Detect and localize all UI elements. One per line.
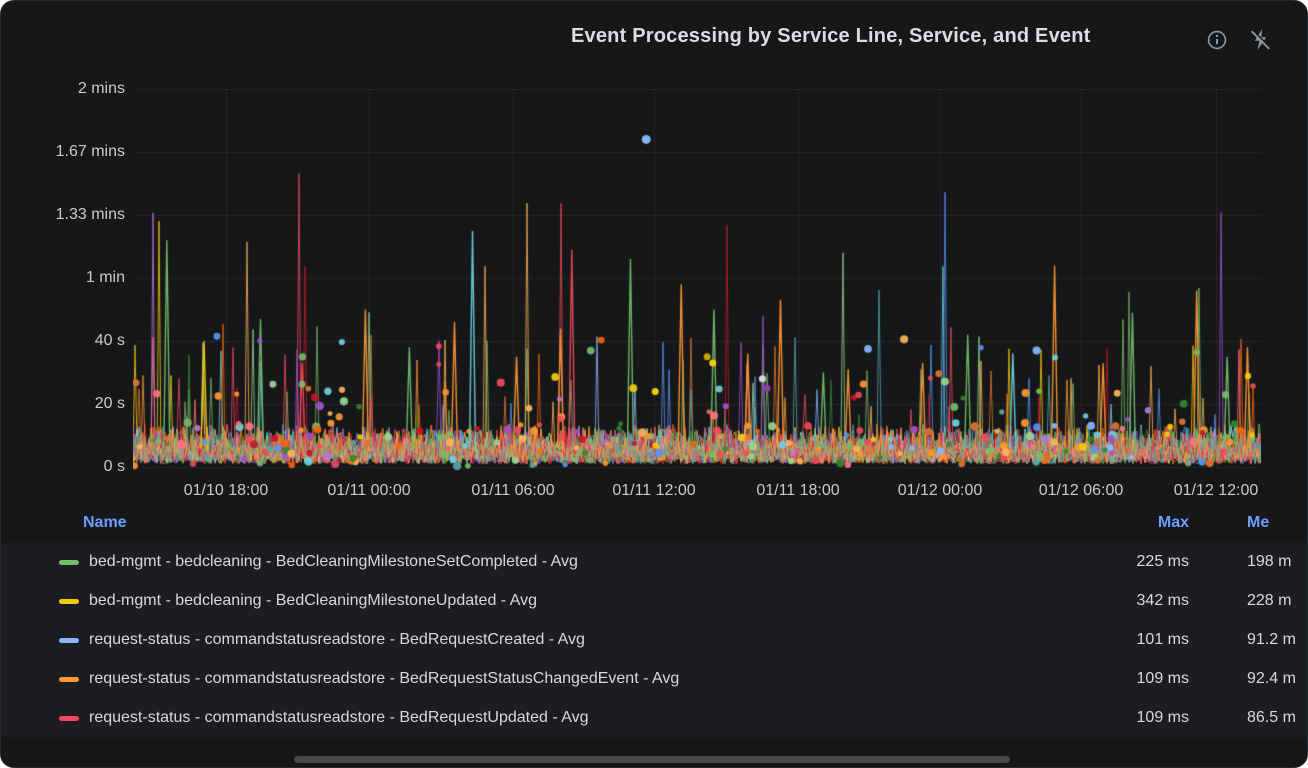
y-axis-tick: 1 min (85, 269, 125, 286)
series-mean-value: 86.5 m (1247, 709, 1296, 726)
y-axis-tick: 40 s (94, 332, 125, 349)
legend-column-mean[interactable]: Me (1247, 514, 1270, 531)
legend-row[interactable]: request-status - commandstatusreadstore … (1, 621, 1307, 659)
series-max-value: 109 ms (1136, 670, 1189, 687)
horizontal-scrollbar-thumb[interactable] (294, 756, 1010, 763)
series-name: request-status - commandstatusreadstore … (89, 670, 680, 687)
x-axis-tick: 01/11 12:00 (612, 482, 696, 499)
panel-header-icons (1206, 27, 1273, 52)
y-axis-tick: 2 mins (77, 80, 125, 97)
legend-row[interactable]: bed-mgmt - bedcleaning - BedCleaningMile… (1, 543, 1307, 581)
series-max-value: 101 ms (1136, 631, 1189, 648)
series-max-value: 109 ms (1136, 709, 1189, 726)
timeseries-chart[interactable] (133, 71, 1261, 471)
x-axis-tick: 01/12 00:00 (897, 482, 983, 499)
series-mean-value: 92.4 m (1247, 670, 1296, 687)
series-color-swatch (59, 638, 79, 643)
x-axis-tick: 01/11 18:00 (756, 482, 840, 499)
series-color-swatch (59, 599, 79, 604)
legend-row[interactable]: request-status - commandstatusreadstore … (1, 660, 1307, 698)
series-color-swatch (59, 716, 79, 721)
legend-row[interactable]: bed-mgmt - bedcleaning - BedCleaningMile… (1, 582, 1307, 620)
series-mean-value: 228 m (1247, 592, 1292, 609)
series-name: request-status - commandstatusreadstore … (89, 709, 589, 726)
legend-table: Name Max Me bed-mgmt - bedcleaning - Bed… (1, 509, 1307, 738)
series-name: bed-mgmt - bedcleaning - BedCleaningMile… (89, 592, 537, 609)
zap-off-icon[interactable] (1248, 27, 1273, 52)
series-color-swatch (59, 560, 79, 565)
x-axis-tick: 01/12 06:00 (1038, 482, 1124, 499)
legend-header: Name Max Me (1, 509, 1307, 543)
legend-row[interactable]: request-status - commandstatusreadstore … (1, 699, 1307, 737)
y-axis-tick: 1.67 mins (55, 143, 125, 160)
x-axis-tick: 01/12 12:00 (1173, 482, 1259, 499)
y-axis-tick: 1.33 mins (55, 206, 125, 223)
panel-title[interactable]: Event Processing by Service Line, Servic… (571, 25, 1091, 47)
series-max-value: 225 ms (1136, 553, 1189, 570)
series-color-swatch (59, 677, 79, 682)
y-axis-tick: 20 s (94, 395, 125, 412)
series-mean-value: 198 m (1247, 553, 1292, 570)
x-axis-tick: 01/10 18:00 (183, 482, 269, 499)
legend-column-max[interactable]: Max (1157, 514, 1189, 531)
series-name: bed-mgmt - bedcleaning - BedCleaningMile… (89, 553, 578, 570)
y-axis-tick: 0 s (103, 458, 125, 475)
x-axis-tick: 01/11 00:00 (327, 482, 411, 499)
series-max-value: 342 ms (1136, 592, 1189, 609)
series-mean-value: 91.2 m (1247, 631, 1296, 648)
x-axis-tick: 01/11 06:00 (471, 482, 555, 499)
series-name: request-status - commandstatusreadstore … (89, 631, 585, 648)
legend-column-name[interactable]: Name (83, 514, 127, 531)
info-icon[interactable] (1206, 29, 1228, 51)
